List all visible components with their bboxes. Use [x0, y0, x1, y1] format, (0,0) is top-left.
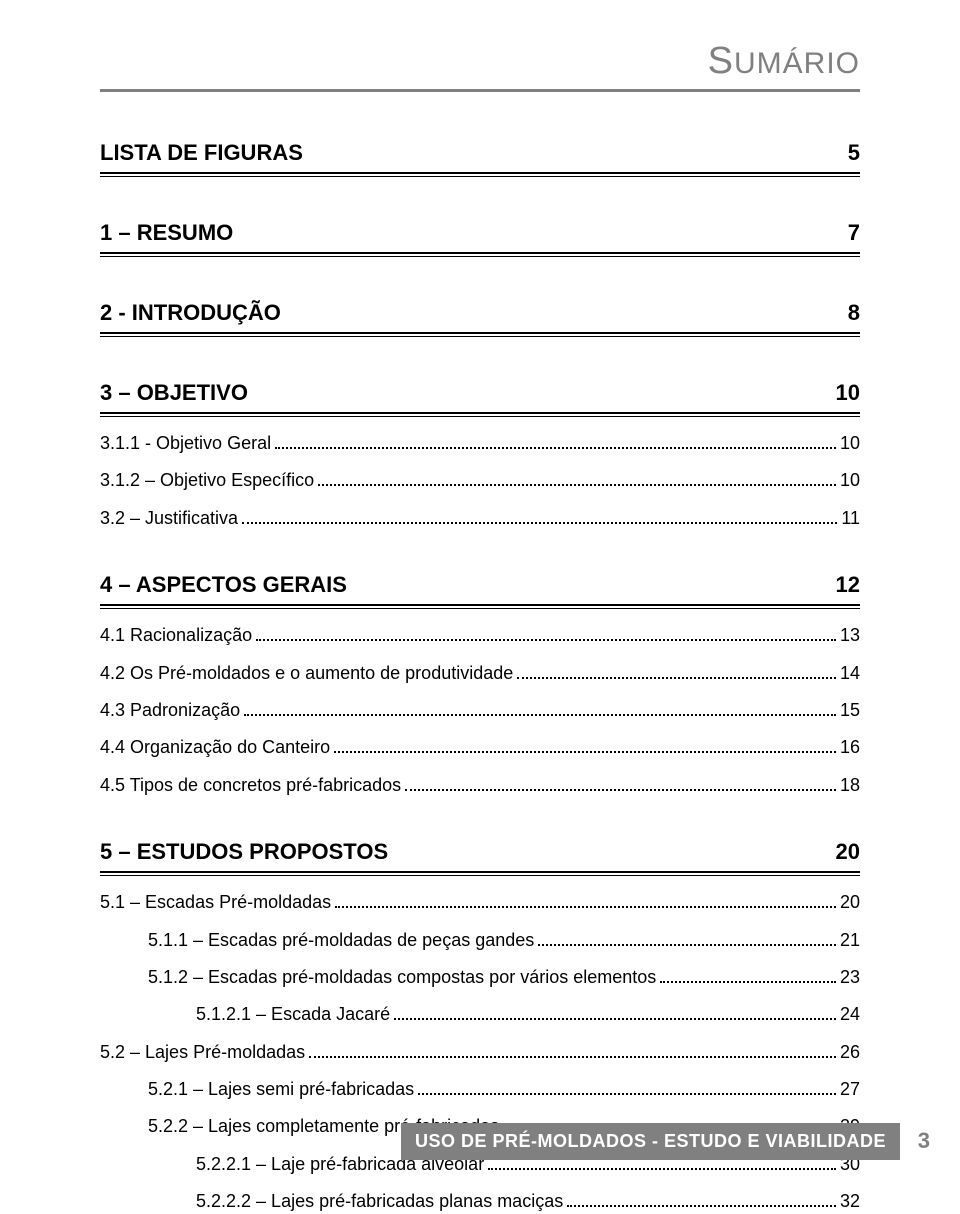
header-cap: S	[708, 40, 734, 82]
section-heading-text: 2 - INTRODUÇÃO	[100, 300, 281, 326]
section-heading-text: LISTA DE FIGURAS	[100, 140, 303, 166]
section-heading-pageno: 5	[848, 140, 860, 166]
section-underline	[100, 252, 860, 258]
section-heading-text: 1 – RESUMO	[100, 220, 233, 246]
header-rest: UMÁRIO	[734, 47, 860, 80]
section-underline	[100, 604, 860, 610]
section-underline	[100, 172, 860, 178]
toc-leader	[275, 435, 836, 449]
section-heading-pageno: 8	[848, 300, 860, 326]
toc-section: 2 - INTRODUÇÃO 8	[100, 300, 860, 338]
section-heading: 4 – ASPECTOS GERAIS 12	[100, 572, 860, 598]
section-underline	[100, 871, 860, 877]
toc-entry: 4.2 Os Pré-moldados e o aumento de produ…	[100, 662, 860, 685]
toc-entry-label: 5.1 – Escadas Pré-moldadas	[100, 891, 331, 914]
section-underline	[100, 412, 860, 418]
toc-entry-label: 4.3 Padronização	[100, 699, 240, 722]
toc-section: 1 – RESUMO 7	[100, 220, 860, 258]
section-underline	[100, 332, 860, 338]
toc-leader	[660, 969, 836, 983]
toc-entry-pageno: 10	[840, 432, 860, 455]
toc-sections: LISTA DE FIGURAS 5 1 – RESUMO 7 2 - INTRODUÇ…	[100, 140, 860, 1214]
toc-entry-pageno: 26	[840, 1041, 860, 1064]
section-heading-text: 4 – ASPECTOS GERAIS	[100, 572, 347, 598]
section-heading: 5 – ESTUDOS PROPOSTOS 20	[100, 839, 860, 865]
toc-leader	[309, 1043, 836, 1057]
section-heading: 3 – OBJETIVO 10	[100, 380, 860, 406]
section-heading-pageno: 7	[848, 220, 860, 246]
toc-entry-label: 5.1.1 – Escadas pré-moldadas de peças ga…	[100, 929, 534, 952]
toc-entry-label: 4.4 Organização do Canteiro	[100, 736, 330, 759]
toc-section: 4 – ASPECTOS GERAIS 12 4.1 Racionalização 1…	[100, 572, 860, 797]
toc-leader	[394, 1006, 836, 1020]
toc-section: LISTA DE FIGURAS 5	[100, 140, 860, 178]
toc-entry: 3.1.2 – Objetivo Específico 10	[100, 469, 860, 492]
toc-entry: 5.1.2.1 – Escada Jacaré 24	[100, 1003, 860, 1026]
footer: USO DE PRÉ-MOLDADOS - ESTUDO E VIABILIDA…	[0, 1120, 960, 1160]
section-heading: 1 – RESUMO 7	[100, 220, 860, 246]
toc-entry: 4.5 Tipos de concretos pré-fabricados 18	[100, 774, 860, 797]
toc-entry-label: 4.2 Os Pré-moldados e o aumento de produ…	[100, 662, 513, 685]
toc-entry-pageno: 23	[840, 966, 860, 989]
toc-section: 3 – OBJETIVO103.1.1 - Objetivo Geral103.…	[100, 380, 860, 530]
section-heading-pageno: 10	[836, 380, 860, 406]
toc-entry-label: 3.1.2 – Objetivo Específico	[100, 469, 314, 492]
toc-leader	[318, 472, 836, 486]
toc-entry-pageno: 18	[840, 774, 860, 797]
footer-text: USO DE PRÉ-MOLDADOS - ESTUDO E VIABILIDA…	[401, 1123, 900, 1160]
toc-entry: 5.1.1 – Escadas pré-moldadas de peças ga…	[100, 929, 860, 952]
toc-leader	[256, 627, 836, 641]
toc-entry-pageno: 15	[840, 699, 860, 722]
toc-entry-label: 5.1.2 – Escadas pré-moldadas compostas p…	[100, 966, 656, 989]
header-rule	[100, 89, 860, 92]
toc-entry-pageno: 20	[840, 891, 860, 914]
page: SUMÁRIO LISTA DE FIGURAS 5 1 – RESUMO 7 2 - …	[0, 0, 960, 1194]
toc-leader	[335, 894, 836, 908]
toc-entry-label: 4.5 Tipos de concretos pré-fabricados	[100, 774, 401, 797]
toc-leader	[567, 1193, 836, 1207]
toc-entry: 5.2.1 – Lajes semi pré-fabricadas 27	[100, 1078, 860, 1101]
toc-entry: 3.2 – Justificativa 11	[100, 507, 860, 530]
toc-entry-label: 5.1.2.1 – Escada Jacaré	[100, 1003, 390, 1026]
section-heading-pageno: 12	[836, 572, 860, 598]
section-heading: LISTA DE FIGURAS 5	[100, 140, 860, 166]
toc-leader	[418, 1081, 836, 1095]
toc-entry-label: 5.2 – Lajes Pré-moldadas	[100, 1041, 305, 1064]
toc-entry-pageno: 21	[840, 929, 860, 952]
toc-entry-pageno: 13	[840, 624, 860, 647]
toc-entry-label: 3.1.1 - Objetivo Geral	[100, 432, 271, 455]
toc-entry-label: 5.2.1 – Lajes semi pré-fabricadas	[100, 1078, 414, 1101]
toc-entry: 4.4 Organização do Canteiro 16	[100, 736, 860, 759]
toc-entry: 5.1 – Escadas Pré-moldadas 20	[100, 891, 860, 914]
footer-pageno: 3	[918, 1128, 930, 1154]
toc-entry-pageno: 14	[840, 662, 860, 685]
toc-entry-pageno: 16	[840, 736, 860, 759]
page-header-title: SUMÁRIO	[100, 40, 860, 83]
section-heading-text: 5 – ESTUDOS PROPOSTOS	[100, 839, 388, 865]
toc-leader	[405, 776, 836, 790]
toc-entry-pageno: 11	[841, 507, 860, 530]
toc-leader	[242, 509, 837, 523]
section-heading: 2 - INTRODUÇÃO 8	[100, 300, 860, 326]
section-heading-pageno: 20	[836, 839, 860, 865]
toc-entry-label: 4.1 Racionalização	[100, 624, 252, 647]
toc-entry: 3.1.1 - Objetivo Geral 10	[100, 432, 860, 455]
toc-leader	[244, 702, 836, 716]
toc-leader	[538, 931, 836, 945]
toc-entry-pageno: 24	[840, 1003, 860, 1026]
toc-entry-pageno: 27	[840, 1078, 860, 1101]
toc-entry: 5.2 – Lajes Pré-moldadas 26	[100, 1041, 860, 1064]
toc-entry: 4.3 Padronização 15	[100, 699, 860, 722]
toc-leader	[517, 664, 836, 678]
toc-leader	[334, 739, 836, 753]
section-heading-text: 3 – OBJETIVO	[100, 380, 248, 406]
toc-entry-label: 3.2 – Justificativa	[100, 507, 238, 530]
toc-entry: 4.1 Racionalização 13	[100, 624, 860, 647]
toc-entry: 5.1.2 – Escadas pré-moldadas compostas p…	[100, 966, 860, 989]
toc-entry-pageno: 10	[840, 469, 860, 492]
